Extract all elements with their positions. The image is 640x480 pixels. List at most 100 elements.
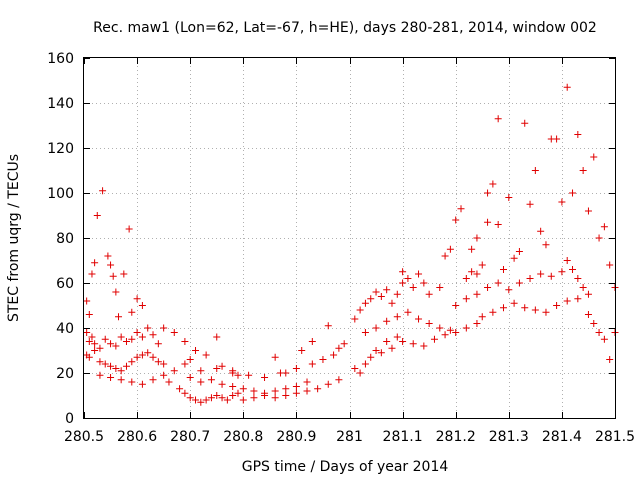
data-point bbox=[335, 376, 343, 384]
data-point bbox=[595, 234, 603, 242]
data-point bbox=[170, 329, 178, 336]
data-point bbox=[85, 353, 93, 361]
data-point bbox=[115, 313, 123, 321]
data-point bbox=[250, 387, 258, 395]
data-point bbox=[574, 131, 582, 138]
data-point bbox=[420, 342, 428, 350]
data-point bbox=[484, 284, 492, 291]
data-point bbox=[181, 389, 189, 397]
data-point bbox=[499, 266, 507, 273]
data-point bbox=[88, 270, 96, 278]
data-point bbox=[165, 378, 173, 386]
data-point bbox=[526, 275, 534, 282]
data-point bbox=[462, 324, 470, 332]
data-point bbox=[128, 335, 136, 343]
data-point bbox=[393, 290, 401, 298]
data-point bbox=[494, 279, 502, 287]
data-point bbox=[117, 333, 125, 341]
data-point bbox=[239, 385, 247, 393]
data-point bbox=[154, 358, 162, 366]
data-point bbox=[181, 360, 189, 368]
data-point bbox=[271, 353, 279, 361]
data-point bbox=[409, 284, 417, 291]
data-point bbox=[207, 376, 215, 384]
data-point bbox=[128, 308, 136, 316]
data-point bbox=[107, 261, 115, 269]
data-point bbox=[590, 320, 598, 327]
x-tick-label: 280.5 bbox=[64, 429, 104, 445]
data-point bbox=[425, 320, 433, 327]
data-point bbox=[85, 338, 93, 345]
x-tick-label: 280.9 bbox=[276, 429, 316, 445]
data-point bbox=[521, 304, 529, 312]
data-point bbox=[462, 295, 470, 303]
data-point bbox=[245, 371, 253, 379]
data-point bbox=[600, 223, 608, 231]
y-tick-label: 40 bbox=[56, 321, 74, 337]
data-point bbox=[112, 342, 120, 350]
data-point bbox=[160, 360, 168, 368]
data-point bbox=[468, 268, 476, 276]
x-tick-label: 281.1 bbox=[383, 429, 423, 445]
data-point bbox=[473, 320, 481, 327]
data-point bbox=[579, 284, 587, 291]
data-point bbox=[399, 279, 407, 287]
data-point bbox=[531, 306, 539, 314]
data-point bbox=[93, 212, 101, 219]
data-point bbox=[531, 167, 539, 174]
data-point bbox=[590, 153, 598, 161]
data-point bbox=[125, 225, 133, 233]
data-point bbox=[324, 380, 332, 388]
data-point bbox=[399, 268, 407, 276]
data-point bbox=[436, 284, 444, 291]
data-point bbox=[446, 326, 454, 334]
data-point bbox=[223, 396, 231, 404]
data-point bbox=[415, 270, 423, 278]
data-point bbox=[452, 329, 460, 336]
data-point bbox=[340, 340, 348, 348]
x-tick-label: 281.3 bbox=[489, 429, 529, 445]
data-point bbox=[510, 299, 518, 307]
x-tick-label: 280.8 bbox=[223, 429, 263, 445]
data-point bbox=[537, 270, 545, 278]
data-point bbox=[547, 272, 555, 280]
data-point bbox=[192, 396, 200, 404]
data-point bbox=[452, 302, 460, 309]
data-point bbox=[261, 374, 269, 381]
data-point bbox=[441, 252, 449, 260]
data-point bbox=[510, 254, 518, 262]
data-point bbox=[499, 304, 507, 312]
data-point bbox=[473, 270, 481, 278]
data-point bbox=[330, 351, 338, 359]
x-tick-label: 280.6 bbox=[117, 429, 157, 445]
data-point bbox=[563, 257, 571, 264]
data-point bbox=[574, 295, 582, 303]
data-point bbox=[197, 398, 205, 406]
x-tick-labels: 280.5 280.6 280.7 280.8 280.9 281 281.1 281.2 28… bbox=[64, 429, 635, 445]
data-point bbox=[420, 279, 428, 287]
data-point bbox=[229, 392, 237, 399]
data-point bbox=[409, 340, 417, 348]
data-point bbox=[569, 266, 577, 273]
data-point bbox=[484, 218, 492, 226]
data-point bbox=[149, 376, 157, 384]
data-point bbox=[83, 329, 91, 336]
data-point bbox=[202, 351, 210, 359]
data-point bbox=[192, 347, 200, 354]
data-point bbox=[282, 392, 290, 399]
data-point bbox=[383, 317, 391, 325]
data-point bbox=[452, 216, 460, 224]
data-point bbox=[473, 290, 481, 298]
x-axis-label: GPS time / Days of year 2014 bbox=[242, 459, 449, 475]
data-point bbox=[393, 313, 401, 321]
y-tick-label: 120 bbox=[47, 141, 74, 157]
data-point bbox=[218, 394, 226, 402]
data-point bbox=[213, 365, 221, 372]
data-point bbox=[478, 313, 486, 321]
data-point bbox=[138, 302, 146, 309]
data-point bbox=[144, 349, 152, 357]
data-point bbox=[553, 302, 561, 309]
axis-ticks bbox=[84, 58, 616, 419]
data-point bbox=[367, 295, 375, 303]
y-tick-labels: 0 20 40 60 80 100 120 140 160 bbox=[47, 51, 74, 427]
